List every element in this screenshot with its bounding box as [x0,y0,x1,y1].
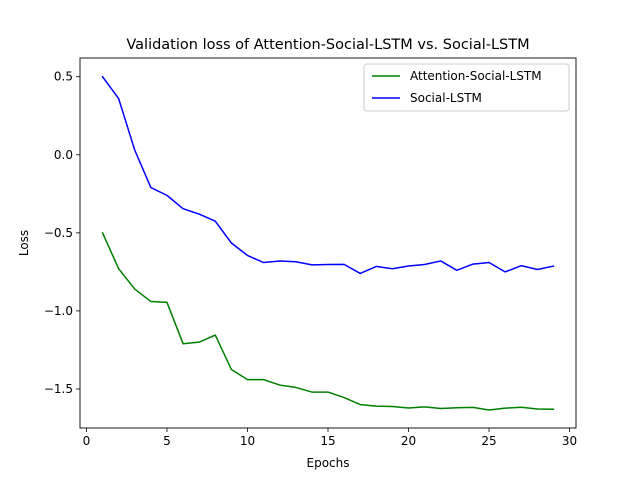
series-line-0 [101,231,555,411]
x-tick-label: 0 [83,434,91,448]
y-axis: 0.5 0.0 −0.5 −1.0 −1.5 [44,70,80,396]
x-tick-label: 25 [481,434,496,448]
x-tick-label: 20 [401,434,416,448]
y-tick-label: −0.5 [44,226,73,240]
y-tick-label: 0.5 [54,70,73,84]
series-layer [101,75,555,411]
y-axis-label: Loss [17,230,31,256]
legend: Attention-Social-LSTM Social-LSTM [363,63,570,112]
series-line-1 [101,75,555,275]
y-tick-label: −1.5 [44,382,73,396]
legend-label-1: Social-LSTM [410,91,482,105]
x-tick-label: 15 [320,434,335,448]
y-tick-label: 0.0 [54,148,73,162]
legend-frame [363,63,570,112]
y-tick-label: −1.0 [44,304,73,318]
chart-title: Validation loss of Attention-Social-LSTM… [126,37,529,53]
x-tick-label: 30 [562,434,577,448]
legend-label-0: Attention-Social-LSTM [410,69,542,83]
x-axis: 0 5 10 15 20 25 30 [83,428,577,448]
x-tick-label: 10 [240,434,255,448]
x-axis-label: Epochs [307,456,350,470]
x-tick-label: 5 [163,434,171,448]
